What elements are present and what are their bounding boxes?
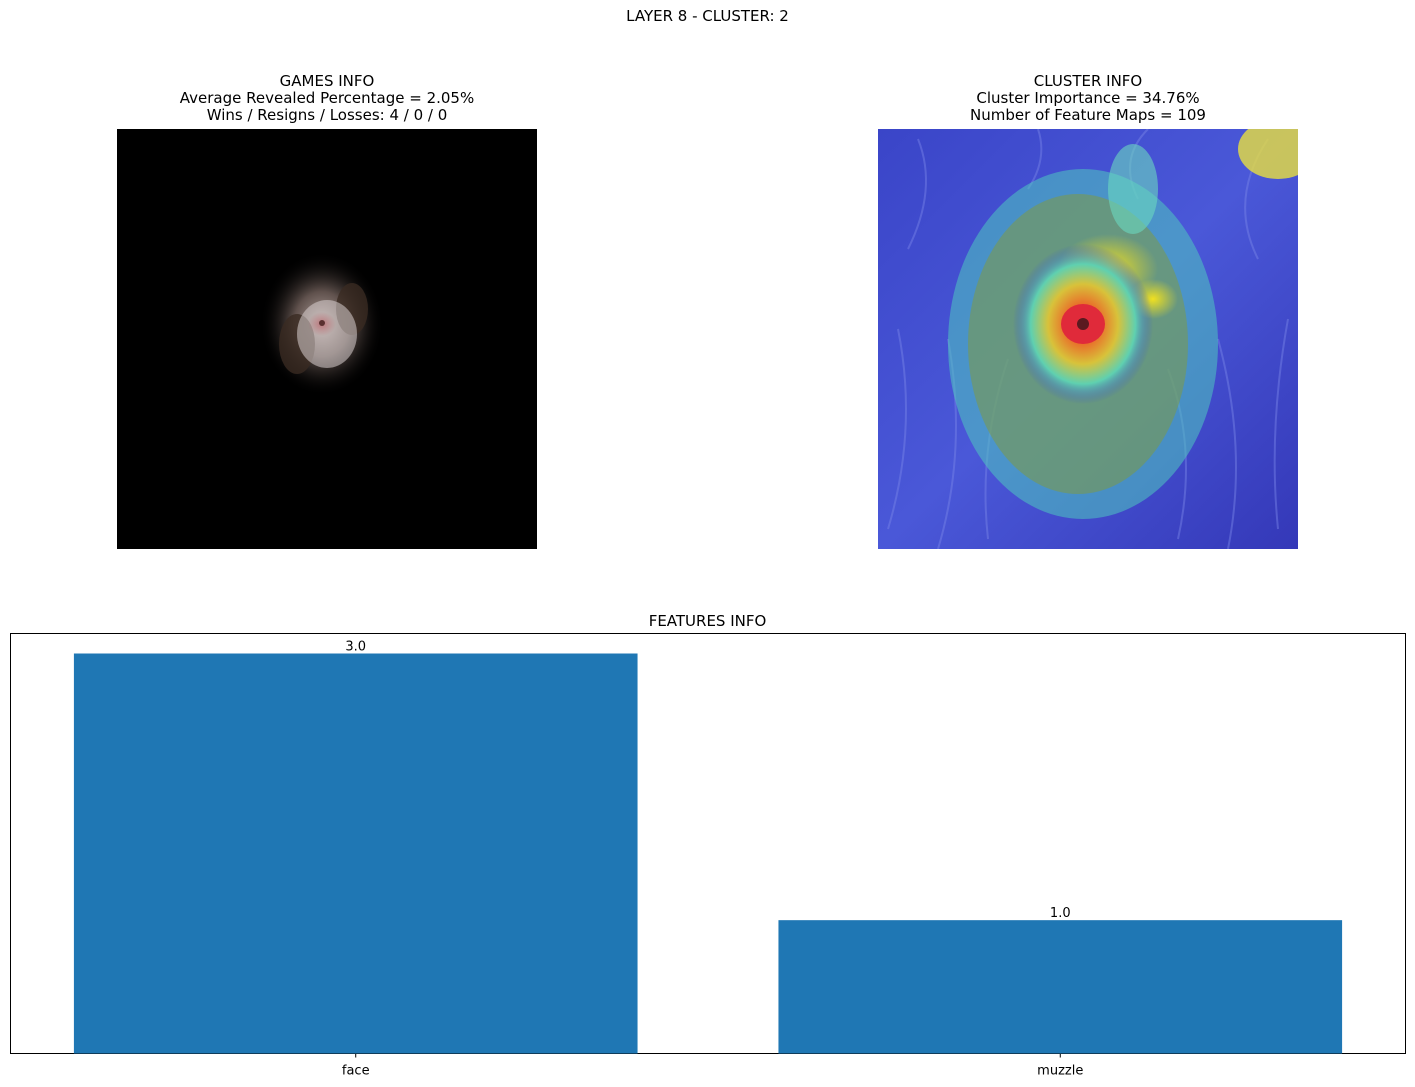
value-labels-layer: 3.0 1.0 (345, 640, 1070, 922)
wins-resigns-losses-text: Wins / Resigns / Losses: 4 / 0 / 0 (206, 106, 448, 124)
bars-layer (73, 653, 1343, 1054)
x-ticks-layer: face muzzle (342, 1053, 1083, 1079)
games-info-title-block: GAMES INFO Average Revealed Percentage =… (77, 73, 577, 124)
figure-title: LAYER 8 - CLUSTER: 2 (626, 7, 789, 25)
features-chart-title: FEATURES INFO (648, 612, 767, 630)
value-label-face: 3.0 (345, 640, 366, 655)
x-tick-label-muzzle: muzzle (1037, 1064, 1083, 1079)
cluster-info-title: CLUSTER INFO (1033, 72, 1143, 90)
cluster-info-title-block: CLUSTER INFO Cluster Importance = 34.76%… (838, 73, 1338, 124)
games-info-title: GAMES INFO (279, 72, 375, 90)
cluster-heatmap-image (878, 129, 1298, 549)
x-tick-label-face: face (342, 1064, 370, 1079)
plot-frame (10, 633, 1406, 1054)
masked-dog-image (117, 129, 537, 549)
revealed-percentage-text: Average Revealed Percentage = 2.05% (179, 89, 475, 107)
bar-face (73, 653, 638, 1054)
feature-maps-count-text: Number of Feature Maps = 109 (970, 106, 1206, 124)
bar-muzzle (778, 920, 1343, 1054)
cluster-importance-text: Cluster Importance = 34.76% (976, 89, 1200, 107)
value-label-muzzle: 1.0 (1050, 906, 1071, 921)
